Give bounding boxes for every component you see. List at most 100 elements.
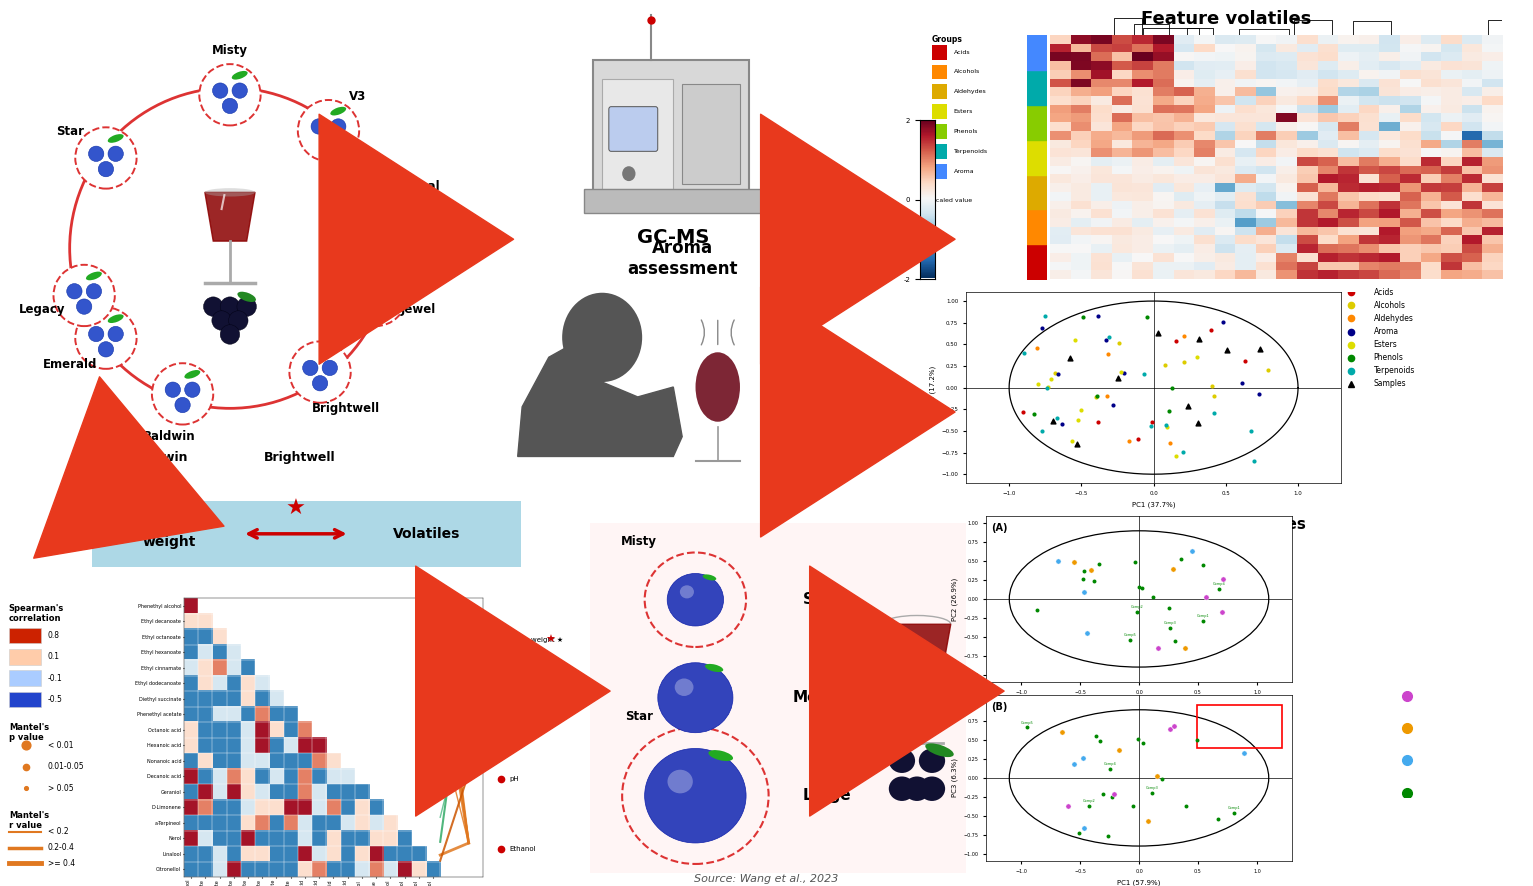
- Circle shape: [359, 284, 374, 299]
- Point: [1202, 389, 1226, 403]
- Text: Berry
weight: Berry weight: [143, 518, 196, 549]
- Circle shape: [675, 679, 693, 696]
- Text: Alcohols: Alcohols: [954, 69, 980, 74]
- Circle shape: [368, 299, 383, 315]
- Point: [1118, 633, 1142, 647]
- Point: [1096, 828, 1121, 843]
- Bar: [932, 144, 947, 159]
- Point: [1055, 799, 1079, 813]
- Point: [1093, 332, 1118, 346]
- Circle shape: [212, 311, 231, 330]
- Point: [1231, 746, 1256, 760]
- Point: [1139, 419, 1164, 433]
- Point: [1239, 424, 1263, 439]
- Point: [1125, 432, 1150, 447]
- Bar: [932, 124, 947, 139]
- Point: [1176, 400, 1200, 414]
- Point: [1205, 812, 1229, 826]
- Point: [1064, 437, 1088, 451]
- Point: [1065, 413, 1090, 427]
- Point: [1095, 389, 1119, 403]
- FancyBboxPatch shape: [584, 189, 762, 214]
- Text: Mantel's
p value: Mantel's p value: [9, 723, 49, 742]
- Text: Comp5: Comp5: [1021, 720, 1033, 725]
- Text: Groups: Groups: [932, 35, 963, 43]
- Point: [1088, 734, 1113, 748]
- Circle shape: [238, 297, 256, 316]
- Point: [1191, 614, 1216, 628]
- Text: 0.8: 0.8: [48, 631, 60, 640]
- Point: [1145, 326, 1170, 340]
- Circle shape: [345, 265, 406, 326]
- Text: Misty: Misty: [212, 43, 248, 57]
- Text: -0.1: -0.1: [48, 673, 63, 682]
- Point: [1110, 365, 1134, 379]
- Circle shape: [221, 325, 239, 345]
- Point: [1121, 799, 1145, 813]
- Text: Comp5: Comp5: [1124, 633, 1136, 637]
- Point: [1164, 334, 1188, 348]
- Text: Comp1: Comp1: [1196, 614, 1210, 618]
- FancyBboxPatch shape: [602, 80, 673, 189]
- Text: 0.1: 0.1: [48, 652, 60, 661]
- Point: [1024, 602, 1049, 617]
- Point: [1153, 417, 1177, 431]
- Ellipse shape: [926, 743, 954, 758]
- Circle shape: [622, 167, 636, 181]
- X-axis label: PC1 (51.9%): PC1 (51.9%): [1118, 701, 1160, 707]
- Bar: [932, 65, 947, 80]
- Point: [1187, 416, 1211, 430]
- Point: [1035, 381, 1059, 395]
- Text: 0.01-0.05: 0.01-0.05: [48, 762, 84, 771]
- Point: [1041, 415, 1065, 429]
- Point: [1199, 323, 1223, 338]
- Circle shape: [322, 361, 337, 376]
- Circle shape: [359, 189, 374, 204]
- Circle shape: [290, 341, 351, 403]
- Text: (A): (A): [992, 524, 1009, 533]
- Text: Comp4: Comp4: [1104, 762, 1116, 766]
- Circle shape: [89, 146, 104, 161]
- Ellipse shape: [238, 291, 256, 302]
- Bar: [932, 84, 947, 99]
- Ellipse shape: [86, 272, 101, 280]
- Point: [1087, 557, 1111, 571]
- Circle shape: [658, 663, 733, 733]
- Bar: [9, 649, 40, 664]
- Text: Acids: Acids: [1374, 288, 1393, 297]
- Circle shape: [667, 770, 693, 793]
- Circle shape: [77, 299, 92, 315]
- Circle shape: [204, 297, 222, 316]
- FancyBboxPatch shape: [71, 497, 543, 571]
- Text: Misty: Misty: [621, 535, 658, 548]
- Circle shape: [75, 128, 136, 189]
- Point: [1098, 762, 1122, 776]
- Point: [1170, 552, 1194, 566]
- Circle shape: [89, 326, 104, 342]
- Circle shape: [345, 170, 406, 231]
- Point: [1032, 309, 1056, 323]
- Text: Acids: Acids: [954, 50, 970, 55]
- Point: [1173, 329, 1197, 343]
- Circle shape: [107, 326, 123, 342]
- Circle shape: [904, 776, 931, 801]
- Point: [1162, 719, 1187, 733]
- Circle shape: [199, 64, 261, 126]
- Text: Legacy: Legacy: [18, 303, 64, 315]
- Ellipse shape: [377, 272, 394, 280]
- Ellipse shape: [107, 134, 124, 143]
- Polygon shape: [518, 338, 682, 456]
- Point: [1131, 367, 1156, 381]
- Point: [1075, 626, 1099, 640]
- Ellipse shape: [377, 177, 394, 185]
- Polygon shape: [205, 192, 254, 241]
- Point: [1012, 346, 1036, 361]
- Ellipse shape: [184, 370, 201, 378]
- Point: [1164, 448, 1188, 462]
- Point: [1030, 424, 1055, 438]
- Point: [1058, 351, 1082, 365]
- Point: [1185, 733, 1210, 747]
- Point: [1059, 434, 1084, 448]
- Text: -0.5: -0.5: [48, 695, 63, 703]
- Circle shape: [98, 342, 113, 357]
